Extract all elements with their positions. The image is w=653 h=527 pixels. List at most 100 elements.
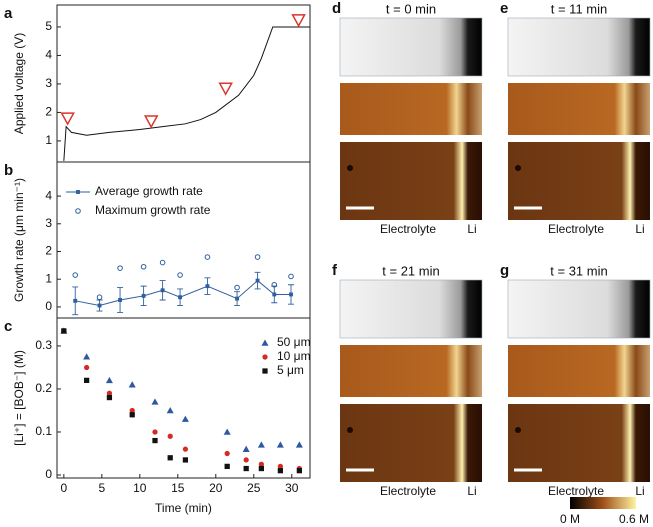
plot-frame: [56, 317, 311, 479]
colorbar: [570, 497, 636, 509]
y-tick-label: 4: [45, 188, 52, 202]
marker: [255, 278, 260, 283]
marker: [141, 293, 146, 298]
marker: [96, 294, 103, 301]
marker: [181, 415, 189, 422]
panel-letter: c: [4, 318, 12, 335]
y-axis-label: [Li⁺] = [BOB⁻] (M): [12, 350, 26, 446]
marker: [61, 328, 67, 334]
void-spot: [347, 165, 353, 171]
void-spot: [515, 165, 521, 171]
legend-marker: [262, 354, 268, 360]
concentration-volume: [508, 83, 650, 135]
legend-label: 10 μm: [277, 349, 311, 363]
colorbar-label: 0.6 M: [619, 512, 649, 526]
concentration-volume: [508, 345, 650, 397]
x-tick-label: 0: [60, 481, 67, 495]
marker: [182, 446, 189, 452]
marker: [205, 284, 210, 289]
legend-label: 5 μm: [277, 363, 304, 377]
panel-letter: d: [332, 0, 341, 17]
marker: [243, 457, 249, 463]
marker: [182, 457, 189, 463]
marker: [84, 377, 90, 383]
marker: [276, 441, 284, 448]
panel-title: t = 11 min: [551, 1, 607, 16]
tomogram-volume: [507, 279, 651, 339]
image-label: Li: [467, 484, 476, 498]
y-tick-label: 4: [45, 48, 52, 62]
y-tick-label: 1: [45, 271, 52, 285]
marker: [159, 259, 166, 266]
marker: [106, 394, 113, 401]
marker: [257, 441, 265, 448]
panel-letter: f: [332, 262, 338, 279]
y-tick-label: 2: [45, 244, 52, 258]
marker: [277, 468, 283, 474]
colorbar-label: 0 M: [560, 512, 580, 526]
marker: [166, 406, 174, 414]
marker: [129, 412, 135, 418]
legend-label: Average growth rate: [95, 184, 203, 198]
marker: [167, 433, 173, 439]
y-tick-label: 0.3: [35, 338, 52, 352]
x-tick-label: 20: [209, 481, 223, 495]
y-tick-label: 0.2: [35, 381, 52, 395]
marker: [242, 445, 250, 452]
marker: [106, 390, 113, 396]
marker: [291, 14, 306, 28]
image-label: Electrolyte: [380, 484, 436, 498]
marker: [117, 265, 123, 271]
marker: [271, 281, 278, 288]
marker: [118, 298, 123, 302]
marker: [151, 398, 159, 405]
legend-marker: [75, 208, 81, 214]
series-line: [75, 279, 292, 307]
y-tick-label: 0.1: [35, 424, 52, 438]
marker: [177, 272, 183, 278]
x-tick-label: 25: [247, 481, 261, 495]
tomogram-volume: [339, 279, 483, 339]
marker: [258, 461, 265, 467]
panel-letter: g: [500, 262, 509, 279]
marker: [243, 465, 249, 472]
legend-marker: [261, 339, 269, 346]
marker: [152, 429, 158, 435]
image-label: Li: [635, 222, 644, 236]
marker: [223, 428, 231, 435]
marker: [152, 437, 158, 444]
legend-label: 50 μm: [277, 335, 311, 349]
y-axis-label: Growth rate (μm min⁻¹): [12, 178, 26, 302]
y-tick-label: 1: [45, 133, 52, 147]
marker: [129, 407, 135, 414]
y-axis-label: Applied voltage (V): [12, 33, 26, 134]
marker: [258, 465, 265, 472]
x-tick-label: 10: [133, 481, 147, 495]
legend-marker: [262, 368, 268, 374]
x-tick-label: 15: [171, 481, 185, 495]
y-tick-label: 5: [45, 19, 52, 33]
marker: [218, 82, 233, 96]
image-label: Electrolyte: [548, 222, 604, 236]
y-tick-label: 2: [45, 105, 52, 119]
marker: [167, 455, 173, 461]
panel-title: t = 31 min: [550, 263, 607, 278]
marker: [143, 115, 159, 129]
marker: [140, 263, 147, 270]
y-tick-label: 0: [45, 467, 52, 481]
tomogram-volume: [339, 17, 483, 77]
series-line: [63, 26, 310, 161]
marker: [83, 353, 91, 360]
y-tick-label: 0: [45, 299, 52, 313]
image-label: Electrolyte: [548, 484, 604, 498]
image-label: Li: [467, 222, 476, 236]
marker: [277, 463, 283, 470]
void-spot: [347, 427, 353, 433]
void-spot: [515, 427, 521, 433]
x-tick-label: 5: [98, 481, 105, 495]
tomogram-volume: [507, 17, 651, 77]
panel-title: t = 0 min: [386, 1, 436, 16]
concentration-volume: [340, 83, 482, 135]
